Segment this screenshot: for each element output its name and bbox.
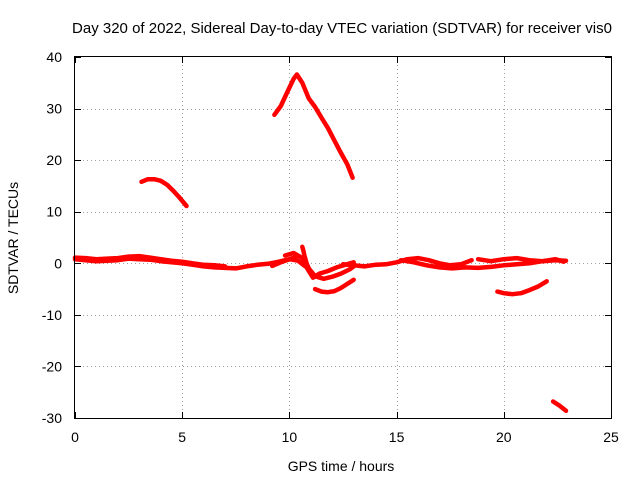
y-tick-label: -30 — [42, 410, 62, 426]
series-low-tail — [550, 399, 569, 414]
x-tick-label: 0 — [71, 429, 79, 445]
series-arc-16 — [139, 176, 189, 209]
grid — [75, 57, 611, 418]
series-low-arc — [495, 279, 549, 297]
x-tick-label: 10 — [282, 429, 298, 445]
series-dip-b — [282, 250, 356, 282]
tick-marks — [75, 57, 612, 419]
x-tick-label: 20 — [496, 429, 512, 445]
x-tick-label: 15 — [389, 429, 405, 445]
series-spike — [300, 244, 311, 271]
series-peak — [272, 72, 355, 180]
series-dip-a — [269, 256, 356, 280]
y-axis-label: SDTVAR / TECUs — [5, 182, 21, 294]
tick-labels: 0 5 10 15 20 25 -30 -20 -10 0 10 20 30 40 — [42, 49, 619, 445]
x-tick-label: 5 — [178, 429, 186, 445]
y-tick-label: -20 — [42, 358, 62, 374]
y-tick-label: 10 — [46, 204, 62, 220]
series-bowl — [312, 277, 356, 295]
x-axis-label: GPS time / hours — [288, 458, 395, 474]
y-tick-label: 30 — [46, 101, 62, 117]
plot-frame — [74, 56, 612, 419]
series-baseline-b — [72, 253, 228, 269]
y-tick-label: 0 — [54, 255, 62, 271]
y-tick-label: -10 — [42, 307, 62, 323]
series-group — [72, 72, 569, 414]
x-tick-label: 25 — [603, 429, 619, 445]
series-baseline-e — [475, 255, 569, 264]
y-tick-label: 40 — [46, 49, 62, 65]
chart-title: Day 320 of 2022, Sidereal Day-to-day VTE… — [72, 20, 612, 37]
y-tick-label: 20 — [46, 152, 62, 168]
